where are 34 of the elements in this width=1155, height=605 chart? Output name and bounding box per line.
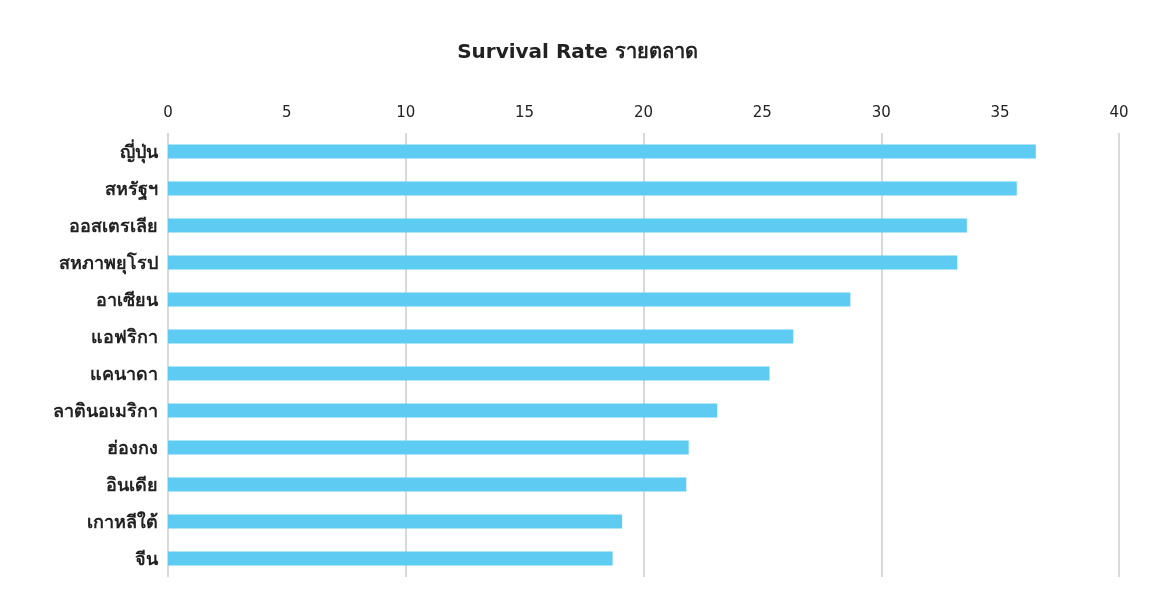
y-tick-label: อาเซียน	[96, 289, 159, 310]
y-tick-label: สหภาพยุโรป	[59, 252, 158, 275]
x-tick-label: 10	[396, 102, 416, 121]
bar	[168, 551, 613, 566]
y-tick-label: แคนาดา	[90, 363, 158, 384]
x-tick-label: 25	[752, 102, 772, 121]
y-tick-label: ลาตินอเมริกา	[53, 400, 158, 421]
bar	[168, 144, 1036, 159]
bar	[168, 440, 689, 455]
bar	[168, 403, 718, 418]
bar	[168, 218, 967, 233]
x-tick-label: 5	[282, 102, 292, 121]
x-tick-label: 40	[1109, 102, 1129, 121]
x-tick-label: 35	[990, 102, 1010, 121]
bar	[168, 255, 958, 270]
y-tick-label: ฮ่องกง	[107, 437, 158, 458]
bar	[168, 366, 770, 381]
y-tick-label: จีน	[135, 548, 159, 569]
y-tick-label: ญี่ปุ่น	[120, 139, 159, 164]
bar	[168, 181, 1017, 196]
bar	[168, 292, 851, 307]
y-tick-label: สหรัฐฯ	[105, 178, 158, 201]
chart-title: Survival Rate รายตลาด	[457, 39, 698, 63]
x-tick-label: 15	[515, 102, 535, 121]
bar	[168, 514, 623, 529]
y-tick-label: อินเดีย	[106, 474, 158, 495]
x-tick-label: 20	[633, 102, 654, 121]
y-tick-label: ออสเตรเลีย	[69, 215, 158, 236]
bar	[168, 329, 794, 344]
bar	[168, 477, 687, 492]
x-tick-label: 30	[871, 102, 891, 121]
y-tick-label: เกาหลีใต้	[87, 511, 158, 532]
y-tick-label: แอฟริกา	[91, 326, 158, 347]
x-tick-label: 0	[163, 102, 173, 121]
